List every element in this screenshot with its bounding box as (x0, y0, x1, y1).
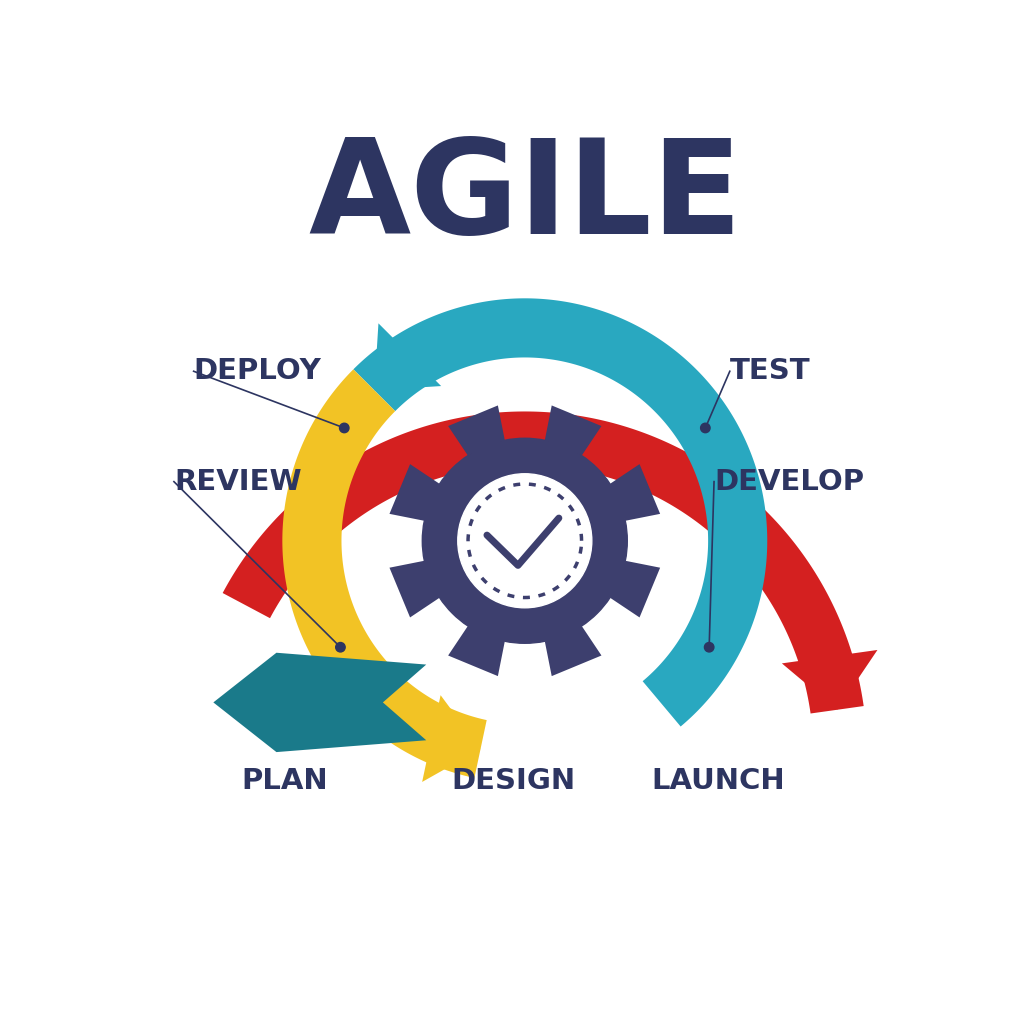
Polygon shape (782, 650, 878, 710)
Text: PLAN: PLAN (241, 767, 328, 796)
Polygon shape (283, 370, 486, 778)
Text: REVIEW: REVIEW (174, 468, 301, 496)
Text: DESIGN: DESIGN (451, 767, 575, 796)
Text: TEST: TEST (730, 357, 810, 385)
Polygon shape (213, 652, 426, 752)
Circle shape (458, 474, 592, 608)
Polygon shape (222, 412, 863, 714)
Polygon shape (389, 464, 439, 521)
Polygon shape (449, 626, 505, 676)
Text: AGILE: AGILE (308, 134, 741, 261)
Polygon shape (353, 298, 767, 726)
Polygon shape (389, 561, 439, 617)
Circle shape (700, 423, 710, 433)
Circle shape (340, 423, 349, 433)
Circle shape (344, 359, 706, 722)
Text: DEVELOP: DEVELOP (714, 468, 864, 496)
Polygon shape (374, 324, 441, 390)
Polygon shape (610, 464, 660, 521)
Polygon shape (610, 561, 660, 617)
Polygon shape (449, 406, 505, 456)
Polygon shape (422, 695, 480, 782)
Polygon shape (545, 626, 601, 676)
Text: LAUNCH: LAUNCH (651, 767, 784, 796)
Circle shape (422, 438, 628, 643)
Text: DEPLOY: DEPLOY (194, 357, 322, 385)
Circle shape (705, 642, 714, 652)
Circle shape (336, 642, 345, 652)
Polygon shape (545, 406, 601, 456)
